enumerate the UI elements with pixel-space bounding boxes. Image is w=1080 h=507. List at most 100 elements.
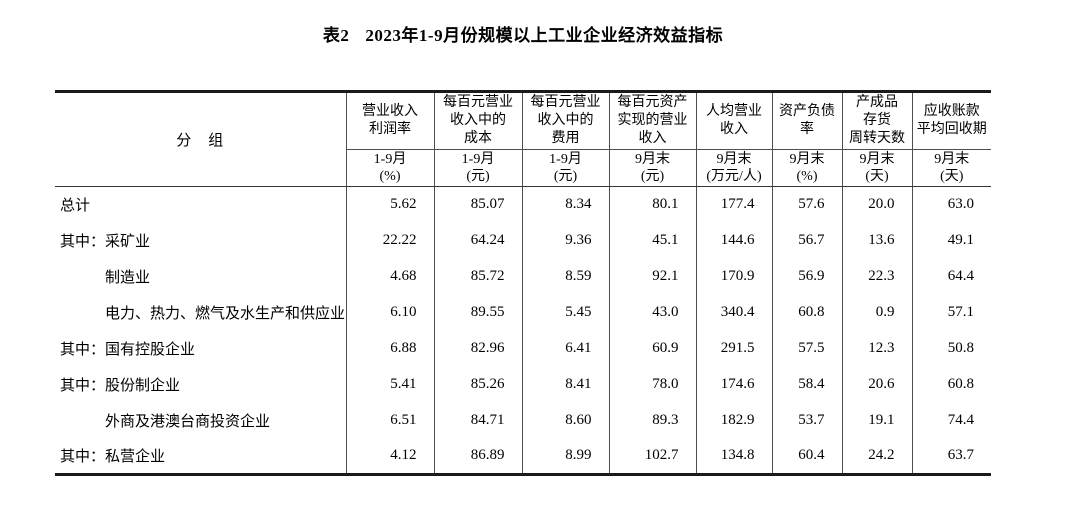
cell-value: 24.2	[841, 438, 912, 475]
table-row-mining: 其中：采矿业 22.22 64.24 9.36 45.1 144.6 56.7 …	[55, 222, 991, 259]
column-period: 1-9月	[549, 152, 582, 167]
row-label: 其中：采矿业	[60, 234, 151, 250]
cell-value: 50.8	[911, 330, 991, 367]
cell-value: 12.3	[841, 330, 912, 367]
cell-value: 177.4	[695, 186, 772, 223]
cell-value: 60.4	[771, 438, 842, 475]
table-row-utilities: 电力、热力、燃气及水生产和供应业 6.10 89.55 5.45 43.0 34…	[55, 294, 991, 331]
column-header-cost-per-100: 每百元营业 收入中的 成本	[433, 91, 522, 150]
column-subheader: 1-9月 (元)	[521, 149, 609, 187]
cell-value: 8.99	[521, 438, 609, 475]
cell-value: 60.9	[608, 330, 696, 367]
cell-value: 57.6	[771, 186, 842, 223]
column-header-receivables-collection-period: 应收账款 平均回收期	[911, 91, 991, 150]
column-header-revenue-per-100-assets: 每百元资产 实现的营业 收入	[608, 91, 696, 150]
cell-value: 8.41	[521, 366, 609, 403]
cell-value: 60.8	[911, 366, 991, 403]
column-unit: (%)	[796, 169, 818, 184]
cell-value: 85.26	[433, 366, 522, 403]
table-row-state-owned: 其中：国有控股企业 6.88 82.96 6.41 60.9 291.5 57.…	[55, 330, 991, 367]
column-subheader: 9月末 (天)	[911, 149, 991, 187]
cell-value: 174.6	[695, 366, 772, 403]
cell-value: 5.62	[345, 186, 434, 223]
table-title-text: 2023年1-9月份规模以上工业企业经济效益指标	[365, 26, 724, 45]
cell-value: 22.3	[841, 258, 912, 295]
cell-value: 45.1	[608, 222, 696, 259]
column-period: 9月末	[716, 152, 752, 167]
cell-value: 64.4	[911, 258, 991, 295]
cell-value: 8.59	[521, 258, 609, 295]
column-header-profit-rate: 营业收入 利润率	[345, 91, 434, 150]
column-period: 9月末	[789, 152, 825, 167]
table-row-foreign-invested: 外商及港澳台商投资企业 6.51 84.71 8.60 89.3 182.9 5…	[55, 402, 991, 439]
column-subheader: 1-9月 (元)	[433, 149, 522, 187]
cell-value: 0.9	[841, 294, 912, 331]
cell-value: 134.8	[695, 438, 772, 475]
column-subheader: 9月末 (元)	[608, 149, 696, 187]
header-row-units: 1-9月 (%) 1-9月 (元) 1-9月 (元) 9月末 (元) 9月末 (万元/人)…	[55, 149, 991, 187]
row-label: 外商及港澳台商投资企业	[105, 414, 271, 430]
cell-value: 49.1	[911, 222, 991, 259]
cell-value: 20.0	[841, 186, 912, 223]
cell-value: 9.36	[521, 222, 609, 259]
column-header-asset-liability-ratio: 资产负债 率	[771, 91, 842, 150]
column-unit: (天)	[940, 169, 964, 184]
row-label: 其中：股份制企业	[60, 378, 181, 394]
cell-value: 4.12	[345, 438, 434, 475]
cell-value: 291.5	[695, 330, 772, 367]
cell-value: 60.8	[771, 294, 842, 331]
column-period: 1-9月	[461, 152, 495, 167]
row-label: 电力、热力、燃气及水生产和供应业	[105, 306, 346, 322]
cell-value: 13.6	[841, 222, 912, 259]
row-label: 其中：私营企业	[60, 449, 166, 466]
column-unit: (元)	[466, 169, 490, 184]
table-number: 表2	[322, 26, 350, 45]
column-header-revenue-per-capita: 人均营业 收入	[695, 91, 772, 150]
cell-value: 19.1	[841, 402, 912, 439]
cell-value: 57.1	[911, 294, 991, 331]
table-row-private: 其中：私营企业 4.12 86.89 8.99 102.7 134.8 60.4…	[55, 438, 991, 475]
cell-value: 102.7	[608, 438, 696, 475]
cell-value: 89.3	[608, 402, 696, 439]
column-unit: (%)	[379, 169, 401, 184]
cell-value: 78.0	[608, 366, 696, 403]
column-unit: (元)	[640, 169, 665, 184]
table-row-manufacturing: 制造业 4.68 85.72 8.59 92.1 170.9 56.9 22.3…	[55, 258, 991, 295]
cell-value: 89.55	[433, 294, 522, 331]
cell-value: 57.5	[771, 330, 842, 367]
group-column-header: 分 组	[55, 91, 346, 187]
cell-value: 6.88	[345, 330, 434, 367]
row-label: 其中：国有控股企业	[60, 342, 196, 358]
cell-value: 6.51	[345, 402, 434, 439]
cell-value: 56.7	[771, 222, 842, 259]
cell-value: 53.7	[771, 402, 842, 439]
cell-value: 80.1	[608, 186, 696, 223]
column-period: 9月末	[635, 152, 670, 167]
cell-value: 43.0	[608, 294, 696, 331]
cell-value: 8.60	[521, 402, 609, 439]
column-period: 9月末	[859, 152, 895, 167]
column-unit: (万元/人)	[706, 169, 762, 184]
cell-value: 4.68	[345, 258, 434, 295]
cell-value: 58.4	[771, 366, 842, 403]
column-header-expense-per-100: 每百元营业 收入中的 费用	[521, 91, 609, 150]
cell-value: 340.4	[695, 294, 772, 331]
cell-value: 22.22	[345, 222, 434, 259]
cell-value: 144.6	[695, 222, 772, 259]
cell-value: 8.34	[521, 186, 609, 223]
column-period: 1-9月	[373, 152, 407, 167]
header-row-indicators: 分 组 营业收入 利润率 每百元营业 收入中的 成本 每百元营业 收入中的 费用…	[55, 91, 991, 187]
cell-value: 64.24	[433, 222, 522, 259]
table-row-total: 总计 5.62 85.07 8.34 80.1 177.4 57.6 20.0 …	[55, 186, 991, 223]
cell-value: 20.6	[841, 366, 912, 403]
cell-value: 84.71	[433, 402, 522, 439]
column-unit: (元)	[553, 169, 578, 184]
row-label: 总计	[60, 198, 91, 215]
cell-value: 5.41	[345, 366, 434, 403]
cell-value: 86.89	[433, 438, 522, 475]
cell-value: 82.96	[433, 330, 522, 367]
statistics-table: 分 组 营业收入 利润率 每百元营业 收入中的 成本 每百元营业 收入中的 费用…	[55, 90, 991, 476]
cell-value: 56.9	[771, 258, 842, 295]
column-unit: (天)	[865, 169, 889, 184]
